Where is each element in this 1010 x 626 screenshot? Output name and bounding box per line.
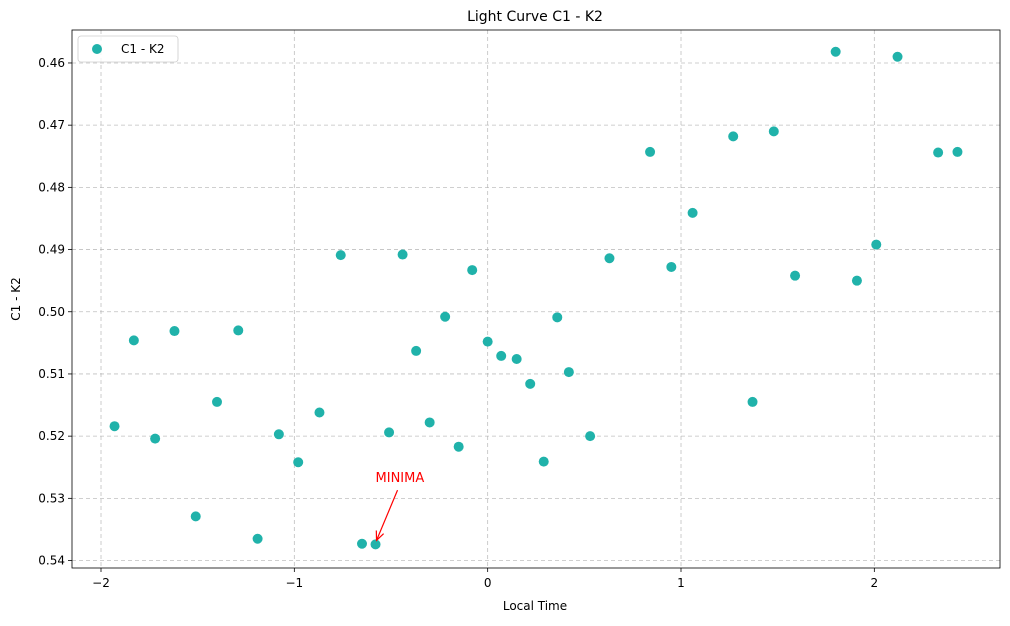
- y-tick-label: 0.53: [38, 491, 65, 505]
- data-points: [109, 46, 963, 550]
- data-point: [397, 249, 408, 260]
- y-tick-label: 0.52: [38, 429, 65, 443]
- y-tick-label: 0.47: [38, 118, 65, 132]
- data-point: [496, 350, 507, 361]
- data-point: [604, 253, 615, 264]
- x-tick-label: −2: [92, 576, 110, 590]
- data-point: [424, 417, 435, 428]
- data-point: [747, 396, 758, 407]
- data-point: [109, 421, 120, 432]
- data-point: [273, 429, 284, 440]
- data-point: [645, 146, 656, 157]
- data-point: [128, 335, 139, 346]
- grid-layer: [72, 30, 1000, 568]
- y-tick-label: 0.48: [38, 180, 65, 194]
- data-point: [467, 265, 478, 276]
- data-point: [552, 312, 563, 323]
- data-point: [252, 533, 263, 544]
- x-tick-label: −1: [285, 576, 303, 590]
- data-point: [384, 427, 395, 438]
- data-point: [357, 538, 367, 549]
- data-point: [169, 326, 180, 337]
- data-point: [666, 261, 677, 272]
- data-point: [728, 131, 739, 142]
- data-point: [314, 407, 325, 418]
- y-tick-label: 0.51: [38, 367, 65, 381]
- legend-label: C1 - K2: [121, 42, 164, 56]
- data-point: [892, 51, 903, 62]
- x-tick-label: 1: [677, 576, 685, 590]
- data-point: [335, 250, 346, 261]
- plot-frame: [71, 29, 1001, 569]
- data-point: [933, 147, 944, 158]
- data-point: [511, 354, 522, 365]
- chart-title: Light Curve C1 - K2: [467, 9, 603, 25]
- data-point: [585, 431, 596, 442]
- data-point: [952, 146, 963, 157]
- x-axis-title: Local Time: [503, 599, 567, 613]
- annotation-arrow: [377, 489, 399, 540]
- data-point: [190, 511, 201, 522]
- x-tick-label: 2: [871, 576, 879, 590]
- data-point: [790, 270, 801, 281]
- data-point: [212, 396, 222, 407]
- data-point: [563, 367, 574, 378]
- legend: C1 - K2: [77, 35, 179, 63]
- y-tick-label: 0.54: [38, 554, 65, 568]
- x-tick-label: 0: [484, 576, 492, 590]
- data-point: [293, 457, 304, 468]
- data-point: [538, 456, 549, 467]
- y-tick-label: 0.49: [38, 243, 65, 257]
- data-point: [482, 336, 493, 347]
- annotation-text: MINIMA: [376, 471, 425, 486]
- ticks-layer: −2 −1 0 1 2 0.46 0.47 0.48 0.49 0.50 0.51 0.52 0.53 0…: [38, 56, 878, 590]
- data-point: [851, 275, 862, 286]
- data-point: [233, 325, 244, 336]
- y-tick-label: 0.46: [38, 56, 65, 70]
- data-point: [871, 239, 882, 250]
- data-point: [525, 378, 536, 389]
- annotation-layer: MINIMA: [376, 471, 425, 540]
- data-point: [440, 311, 451, 322]
- data-point: [150, 433, 161, 444]
- data-point: [370, 539, 381, 550]
- data-point: [411, 345, 422, 356]
- data-point: [768, 126, 779, 137]
- data-point: [830, 46, 841, 57]
- legend-marker: [92, 44, 102, 54]
- legend-box: [77, 35, 179, 63]
- y-tick-label: 0.50: [38, 305, 65, 319]
- data-point: [453, 441, 464, 452]
- data-point: [687, 207, 698, 218]
- y-axis-title: C1 - K2: [9, 277, 23, 320]
